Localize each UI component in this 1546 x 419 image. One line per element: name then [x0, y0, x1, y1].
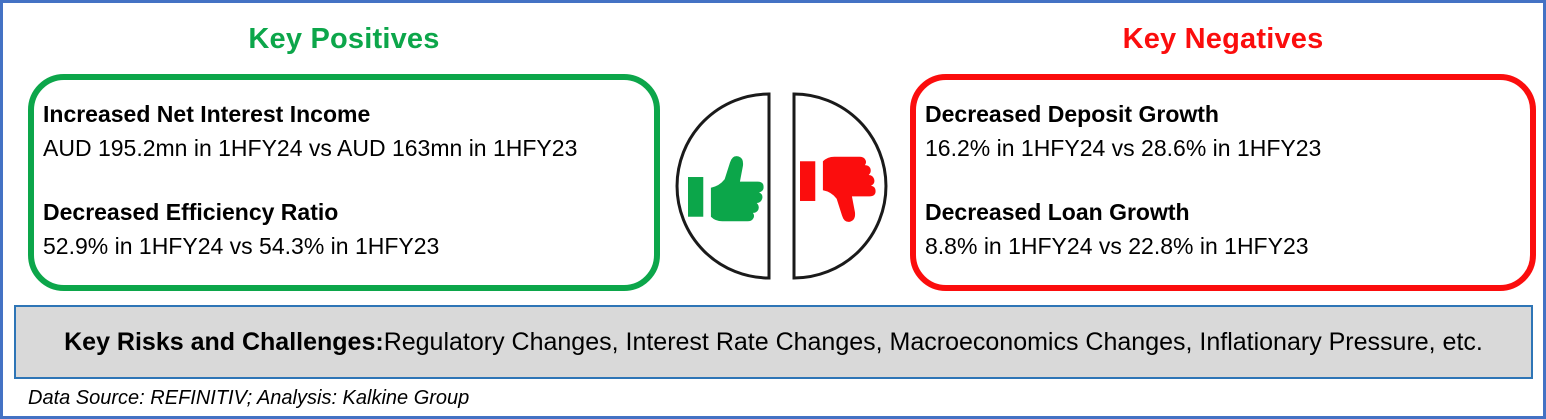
key-negatives-heading: Key Negatives	[1122, 23, 1324, 55]
positive-item-detail: 52.9% in 1HFY24 vs 54.3% in 1HFY23	[43, 233, 440, 259]
key-risks-label: Key Risks and Challenges:	[64, 327, 384, 356]
negative-item-detail: 16.2% in 1HFY24 vs 28.6% in 1HFY23	[925, 135, 1322, 161]
key-risks-text: Regulatory Changes, Interest Rate Change…	[383, 327, 1483, 356]
thumbs-up-icon	[688, 156, 764, 222]
positive-item-detail: AUD 195.2mn in 1HFY24 vs AUD 163mn in 1H…	[43, 135, 578, 161]
negative-item-title: Decreased Loan Growth	[925, 199, 1190, 225]
thumbs-graphic	[675, 89, 888, 283]
negative-item: Decreased Loan Growth 8.8% in 1HFY24 vs …	[925, 195, 1520, 263]
negative-item-title: Decreased Deposit Growth	[925, 101, 1219, 127]
positive-item: Increased Net Interest Income AUD 195.2m…	[43, 97, 644, 165]
negative-item-detail: 8.8% in 1HFY24 vs 22.8% in 1HFY23	[925, 233, 1309, 259]
key-negatives-box: Decreased Deposit Growth 16.2% in 1HFY24…	[910, 74, 1536, 291]
positive-item-title: Decreased Efficiency Ratio	[43, 199, 339, 225]
data-source-note: Data Source: REFINITIV; Analysis: Kalkin…	[28, 387, 470, 409]
left-half-circle	[675, 89, 772, 283]
negative-item: Decreased Deposit Growth 16.2% in 1HFY24…	[925, 97, 1520, 165]
key-positives-heading: Key Positives	[248, 23, 440, 55]
right-half-circle	[791, 89, 888, 283]
thumbs-down-icon	[800, 156, 876, 222]
key-risks-bar: Key Risks and Challenges: Regulatory Cha…	[14, 305, 1533, 379]
positive-item: Decreased Efficiency Ratio 52.9% in 1HFY…	[43, 195, 644, 263]
key-positives-box: Increased Net Interest Income AUD 195.2m…	[28, 74, 660, 291]
positive-item-title: Increased Net Interest Income	[43, 101, 371, 127]
